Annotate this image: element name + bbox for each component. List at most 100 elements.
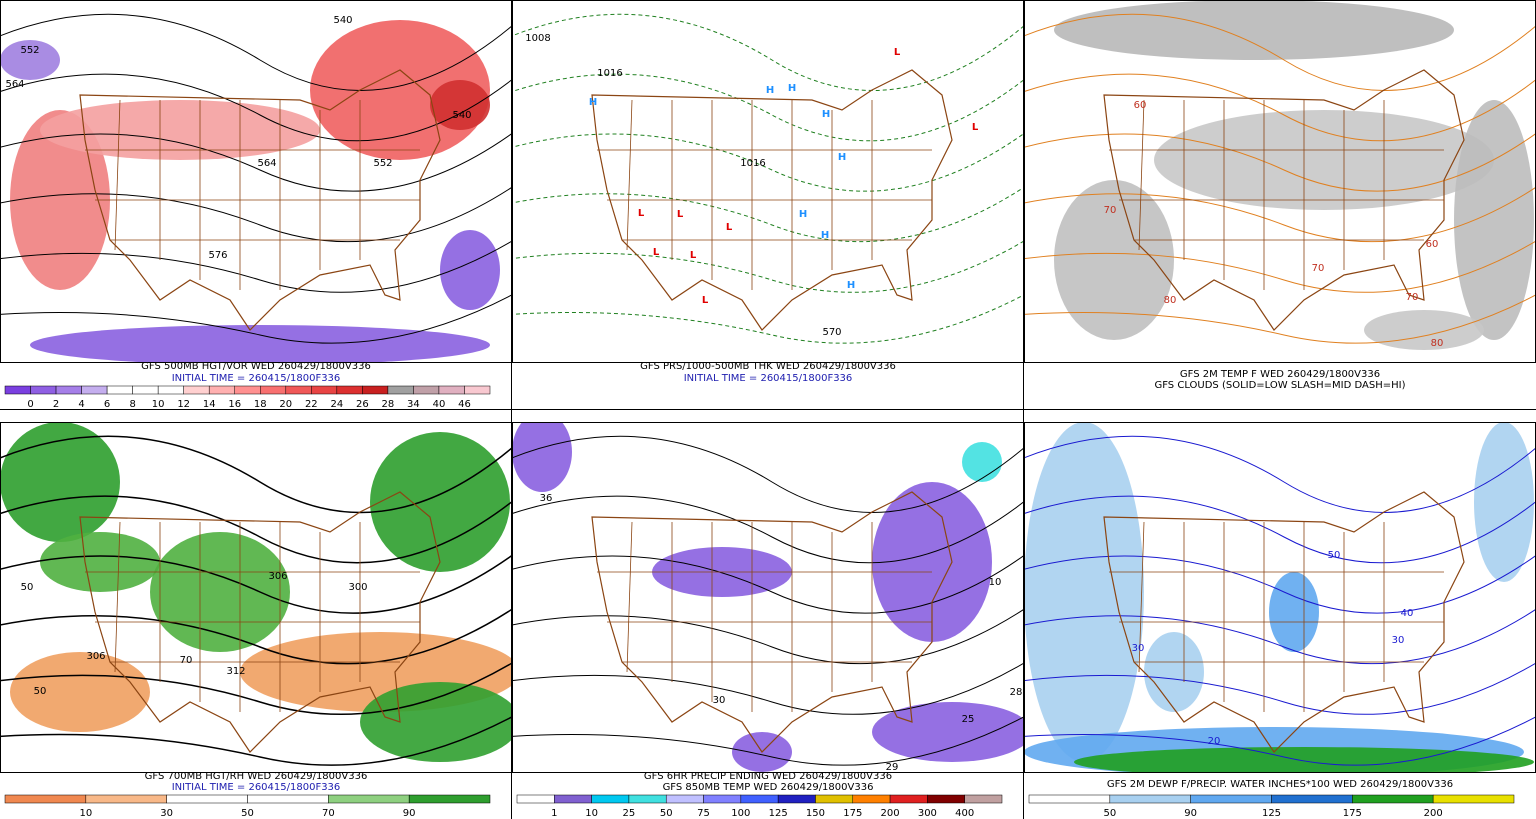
map-label: L [653, 247, 660, 258]
map-label: 1016 [740, 158, 765, 169]
colorbar-label: 125 [769, 808, 788, 819]
shaded-area [30, 325, 490, 362]
colorbar-segment [927, 794, 965, 804]
colorbar-label: 12 [177, 399, 190, 410]
contour [0, 662, 512, 715]
map-content: 60 70 80 70 70 80 60 [1024, 0, 1536, 350]
shaded-area [1154, 110, 1494, 210]
map-label: L [702, 295, 709, 306]
map-label: 306 [268, 571, 287, 582]
colorbar-segment [30, 385, 57, 395]
colorbar-label: 28 [382, 399, 395, 410]
caption: GFS 850MB TEMP WED 260429/1800V336 [663, 782, 874, 793]
map-label: 30 [1132, 643, 1145, 654]
shaded-area [360, 682, 512, 762]
colorbar-segment [516, 794, 555, 804]
map-label: 552 [20, 45, 39, 56]
colorbar-segment [628, 794, 667, 804]
contour [512, 495, 1024, 564]
colorbar-label: 14 [203, 399, 216, 410]
map: 540 552 564 564 552 576 540 [0, 0, 512, 362]
colorbar-label: 34 [407, 399, 420, 410]
colorbar-label: 8 [129, 399, 135, 410]
colorbar-label: 30 [160, 808, 173, 819]
colorbar-segment [247, 794, 329, 804]
map-label: H [838, 152, 846, 163]
map: 36 29 25 28 10 30 [512, 422, 1024, 772]
shaded-area [1074, 747, 1534, 772]
colorbar-segment [362, 385, 389, 395]
colorbar-segment [132, 385, 159, 395]
contour [0, 240, 512, 293]
colorbar-label: 75 [697, 808, 710, 819]
colorbar-segment [1271, 794, 1353, 804]
map-label: 28 [1010, 687, 1023, 698]
map-label: 1016 [597, 68, 622, 79]
shaded-area [0, 40, 60, 80]
colorbar-segment [703, 794, 742, 804]
map-label: 70 [1312, 263, 1325, 274]
contour [512, 294, 1024, 344]
map-label: 306 [86, 651, 105, 662]
contour [512, 554, 1024, 614]
colorbar-label: 10 [152, 399, 165, 410]
colorbar-segment [554, 794, 592, 804]
map-label: 552 [373, 158, 392, 169]
colorbar-label: 300 [918, 808, 937, 819]
colorbar-label: 100 [731, 808, 750, 819]
colorbar-segment [157, 385, 184, 395]
coastline [591, 491, 953, 753]
map-label: L [690, 250, 697, 261]
shaded-area [872, 482, 992, 642]
colorbar-segment [1028, 794, 1111, 804]
colorbar-segment [166, 794, 248, 804]
map-label: H [847, 280, 855, 291]
state-border [1138, 521, 1145, 673]
colorbar-label: 10 [79, 808, 92, 819]
colorbar-label: 4 [78, 399, 84, 410]
map-label: H [821, 230, 829, 241]
contour [1024, 716, 1536, 766]
caption: INITIAL TIME = 260415/1800F336 [172, 782, 341, 793]
contour [512, 132, 1024, 192]
panel: 60 70 80 70 70 80 60 GFS 2M TEMP F WED 260429/1… [1024, 0, 1536, 391]
colorbar-segment [234, 385, 261, 395]
colorbar-segment [815, 794, 854, 804]
colorbar-segment [777, 794, 816, 804]
contour [512, 662, 1024, 715]
colorbar-segment [81, 385, 108, 395]
contour [512, 240, 1024, 293]
contour [0, 73, 512, 142]
shaded-area [430, 80, 490, 130]
map-label: 10 [989, 577, 1002, 588]
shaded-area [512, 422, 572, 492]
shaded-area [10, 110, 110, 290]
colorbar-segment [1109, 794, 1191, 804]
colorbar-segment [413, 385, 440, 395]
colorbar-segment [591, 794, 630, 804]
state-border [626, 521, 633, 673]
map-label: 50 [1328, 550, 1341, 561]
colorbar-label: 2 [53, 399, 59, 410]
colorbar-segment [55, 385, 82, 395]
colorbar-segment [889, 794, 928, 804]
contour [1024, 554, 1536, 614]
colorbar-segment [328, 794, 410, 804]
colorbar-label: 125 [1262, 808, 1281, 819]
colorbar-label: 70 [322, 808, 335, 819]
map-label: 25 [962, 714, 975, 725]
contour [1024, 608, 1536, 665]
colorbar-segment [665, 794, 704, 804]
coastline [79, 69, 441, 331]
shaded-area [1144, 632, 1204, 712]
panel: 540 552 564 564 552 576 540 GFS 500MB HGT/VOR W… [0, 0, 512, 410]
map-label: L [726, 222, 733, 233]
map-label: 70 [180, 655, 193, 666]
map-label: L [894, 47, 901, 58]
map-label: H [822, 109, 830, 120]
map-label: 30 [713, 695, 726, 706]
colorbar-label: 24 [330, 399, 343, 410]
shaded-area [10, 652, 150, 732]
caption: GFS 6HR PRECIP ENDING WED 260429/1800V33… [644, 771, 892, 782]
contour [0, 554, 512, 614]
